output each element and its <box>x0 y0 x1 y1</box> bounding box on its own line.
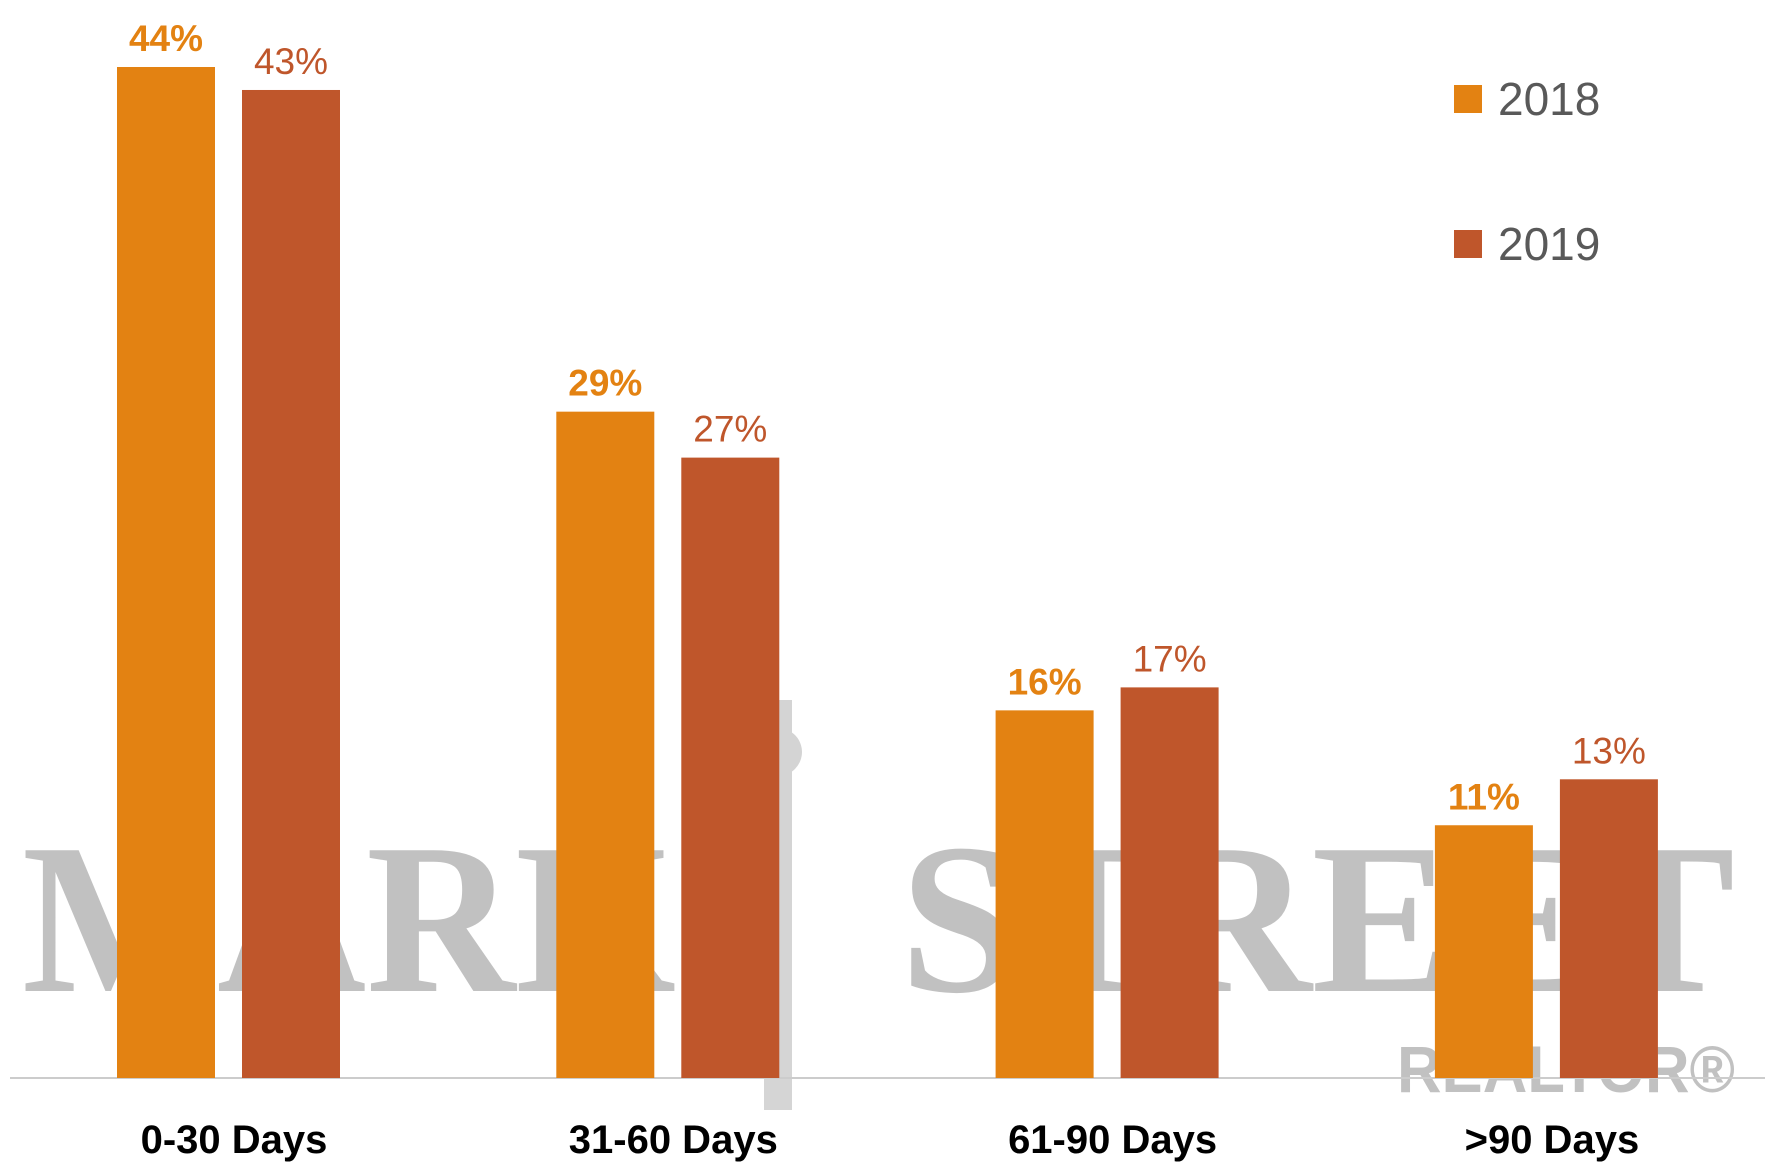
data-label: 17% <box>1133 638 1207 679</box>
legend-label: 2018 <box>1498 73 1600 125</box>
data-label: 44% <box>129 18 203 59</box>
bar <box>1120 687 1219 1078</box>
data-label: 16% <box>1008 661 1082 702</box>
bar <box>556 411 655 1079</box>
bar <box>995 710 1094 1078</box>
data-label: 11% <box>1448 776 1520 817</box>
data-label: 13% <box>1572 730 1646 771</box>
legend-swatch <box>1454 85 1482 113</box>
legend-swatch <box>1454 230 1482 258</box>
data-label: 27% <box>693 409 767 450</box>
x-tick-label: 61-90 Days <box>1008 1118 1217 1162</box>
bar <box>681 457 780 1078</box>
bar <box>117 67 215 1078</box>
data-label: 43% <box>254 41 328 82</box>
x-tick-label: >90 Days <box>1465 1118 1640 1162</box>
x-tick-label: 31-60 Days <box>569 1118 778 1162</box>
data-label: 29% <box>568 363 642 404</box>
bar <box>1559 779 1658 1078</box>
bar <box>242 89 340 1078</box>
legend-label: 2019 <box>1498 218 1600 270</box>
bar <box>1434 825 1533 1078</box>
x-tick-label: 0-30 Days <box>141 1118 328 1162</box>
